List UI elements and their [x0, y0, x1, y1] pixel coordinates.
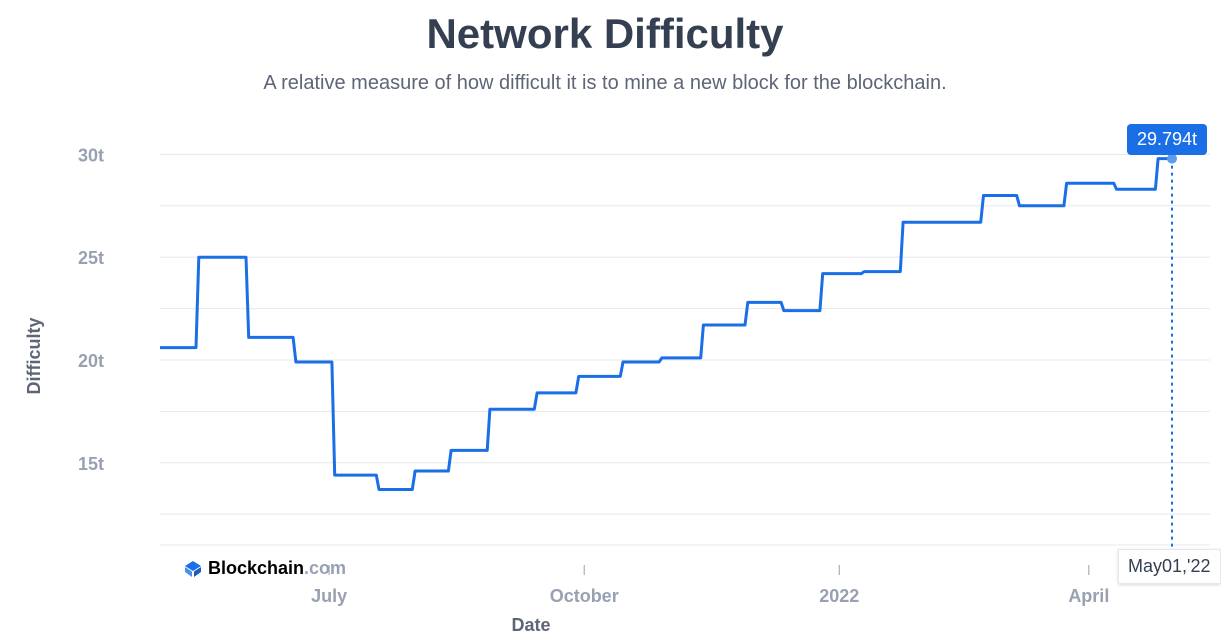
tooltip-value: 29.794t — [1127, 124, 1208, 155]
brand-name: Blockchain — [208, 558, 305, 578]
difficulty-series-line — [160, 157, 1172, 491]
x-axis-ticks: July October 2022 April — [311, 565, 1109, 606]
tooltip-date: May01,'22 — [1118, 549, 1221, 584]
x-tick-label: April — [1068, 586, 1109, 606]
x-axis-label: Date — [511, 615, 550, 635]
y-axis-ticks: 15t 20t 25t 30t — [78, 145, 104, 473]
hover-point[interactable] — [1167, 153, 1177, 164]
grid-lines — [160, 153, 1210, 546]
y-tick-label: 20t — [78, 351, 104, 371]
brand-domain: .com — [304, 558, 347, 578]
y-tick-label: 30t — [78, 145, 104, 165]
blockchain-logo-icon — [185, 560, 201, 577]
x-tick-label: 2022 — [819, 586, 859, 606]
x-tick-label: July — [311, 586, 347, 606]
y-tick-label: 25t — [78, 248, 104, 268]
y-axis-label: Difficulty — [24, 317, 44, 394]
x-tick-label: October — [550, 586, 619, 606]
chart-subtitle: A relative measure of how difficult it i… — [263, 72, 947, 94]
chart-title: Network Difficulty — [426, 10, 784, 57]
brand-watermark: Blockchain .com — [184, 558, 346, 579]
y-tick-label: 15t — [78, 454, 104, 474]
